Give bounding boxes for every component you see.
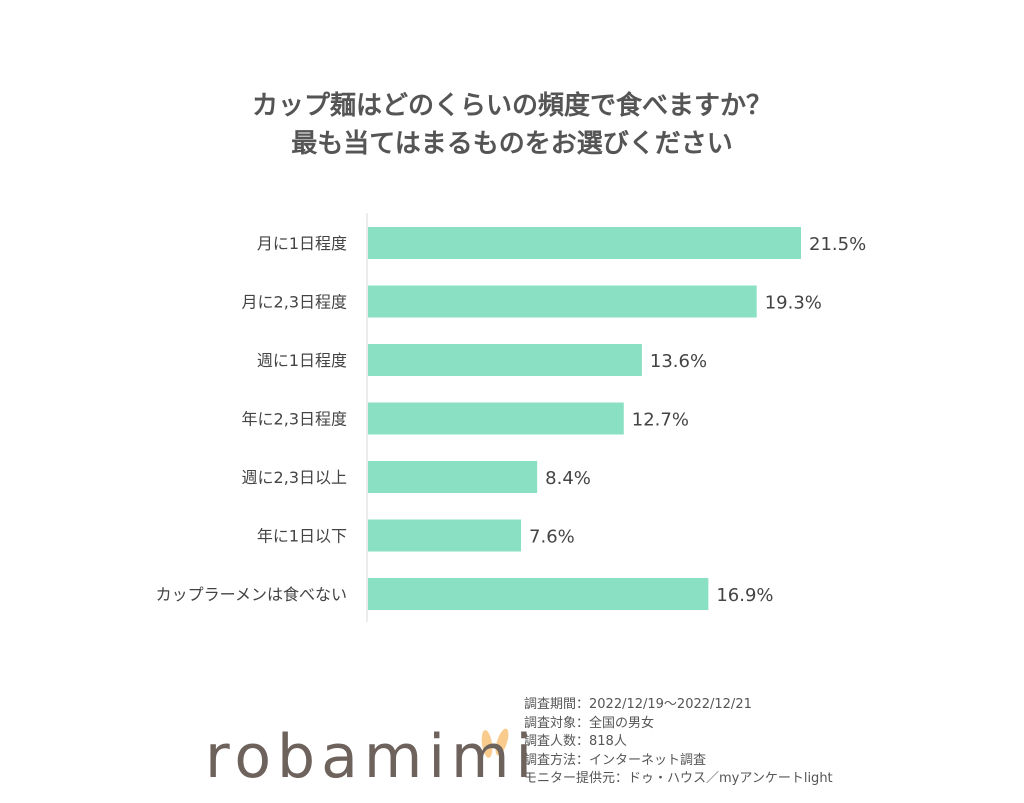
value-label: 16.9% xyxy=(716,585,773,606)
ears-icon xyxy=(481,728,509,758)
category-label: 月に1日程度 xyxy=(257,234,347,253)
category-label: カップラーメンは食べない xyxy=(156,585,347,604)
category-label: 週に2,3日以上 xyxy=(242,468,347,487)
category-label: 年に2,3日程度 xyxy=(242,410,347,429)
bar xyxy=(368,402,624,435)
robamimi-logo: robamimi xyxy=(205,722,538,792)
value-label: 8.4% xyxy=(545,468,591,489)
title-line-1: カップ麺はどのくらいの頻度で食べますか？ xyxy=(251,91,772,121)
bar xyxy=(368,519,522,552)
bar xyxy=(368,285,757,318)
logo-text: robamimi xyxy=(205,722,539,792)
value-label: 7.6% xyxy=(529,527,575,548)
chart-title: カップ麺はどのくらいの頻度で食べますか？ 最も当てはまるものをお選びください xyxy=(0,87,1024,163)
bar xyxy=(368,227,801,259)
note-count: 調査人数：818人 xyxy=(524,734,627,749)
value-label: 21.5% xyxy=(809,234,866,255)
category-label: 月に2,3日程度 xyxy=(242,293,347,312)
note-method: 調査方法：インターネット調査 xyxy=(524,752,707,768)
note-target: 調査対象：全国の男女 xyxy=(524,715,655,731)
note-provider: モニター提供元：ドゥ・ハウス／myアンケートlight xyxy=(524,771,833,786)
title-line-2: 最も当てはまるものをお選びください xyxy=(291,129,733,159)
value-label: 13.6% xyxy=(650,351,707,372)
note-period: 調査期間：2022/12/19～2022/12/21 xyxy=(524,697,752,712)
category-label: 週に1日程度 xyxy=(257,351,347,370)
bar xyxy=(368,344,642,376)
value-label: 12.7% xyxy=(632,410,689,431)
bar xyxy=(368,578,709,610)
survey-notes: 調査期間：2022/12/19～2022/12/21 調査対象：全国の男女 調査… xyxy=(524,696,833,789)
value-label: 19.3% xyxy=(765,293,822,314)
bar xyxy=(368,461,538,493)
category-label: 年に1日以下 xyxy=(257,527,347,546)
